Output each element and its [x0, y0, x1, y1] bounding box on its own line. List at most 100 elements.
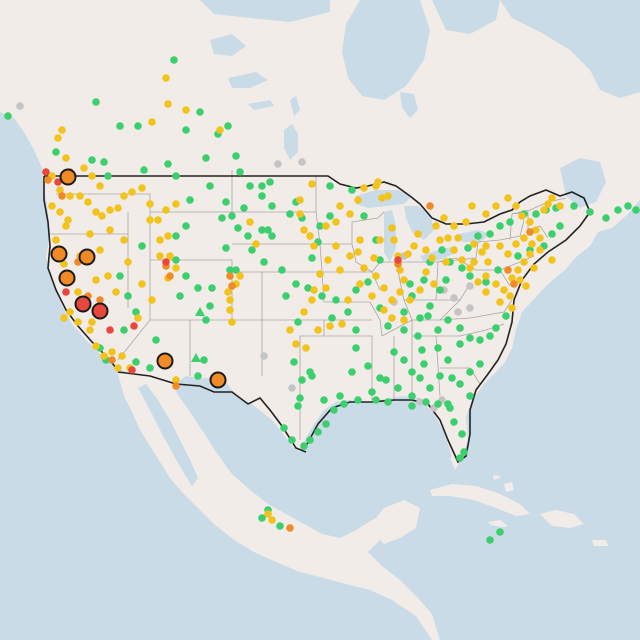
monitor-marker-moderate[interactable] — [388, 314, 396, 322]
monitor-marker-moderate[interactable] — [60, 260, 68, 268]
monitor-marker-moderate[interactable] — [156, 252, 164, 260]
monitor-marker-moderate[interactable] — [134, 314, 142, 322]
monitor-marker-moderate[interactable] — [66, 192, 74, 200]
monitor-marker-good[interactable] — [352, 326, 360, 334]
monitor-marker-good[interactable] — [222, 244, 230, 252]
monitor-marker-moderate[interactable] — [484, 258, 492, 266]
monitor-marker-good[interactable] — [496, 222, 504, 230]
monitor-marker-good[interactable] — [152, 336, 160, 344]
monitor-marker-moderate[interactable] — [96, 246, 104, 254]
monitor-marker-good[interactable] — [548, 230, 556, 238]
monitor-marker-good[interactable] — [132, 358, 140, 366]
monitor-marker-moderate[interactable] — [120, 236, 128, 244]
monitor-marker-good[interactable] — [236, 168, 244, 176]
monitor-marker-good[interactable] — [532, 210, 540, 218]
monitor-marker-moderate[interactable] — [458, 256, 466, 264]
monitor-marker-moderate[interactable] — [508, 304, 516, 312]
monitor-marker-moderate[interactable] — [492, 280, 500, 288]
monitor-marker-moderate[interactable] — [314, 326, 322, 334]
monitor-marker-good[interactable] — [266, 178, 274, 186]
monitor-marker-moderate[interactable] — [296, 210, 304, 218]
monitor-marker-good[interactable] — [182, 272, 190, 280]
monitor-marker-good[interactable] — [246, 182, 254, 190]
monitor-marker-moderate[interactable] — [354, 196, 362, 204]
monitor-marker-moderate[interactable] — [416, 286, 424, 294]
monitor-marker-good[interactable] — [414, 332, 422, 340]
monitor-marker-usg[interactable] — [504, 266, 512, 274]
monitor-marker-good[interactable] — [172, 232, 180, 240]
monitor-marker-good[interactable] — [228, 212, 236, 220]
monitor-marker-good[interactable] — [124, 292, 132, 300]
monitor-triangle-marker-good[interactable] — [191, 353, 201, 362]
monitor-marker-good[interactable] — [314, 428, 322, 436]
air-quality-markers[interactable] — [4, 56, 640, 544]
monitor-marker-moderate[interactable] — [508, 274, 516, 282]
monitor-marker-moderate[interactable] — [138, 280, 146, 288]
monitor-marker-good[interactable] — [240, 204, 248, 212]
monitor-marker-moderate[interactable] — [388, 296, 396, 304]
monitor-marker-good[interactable] — [384, 398, 392, 406]
monitor-marker-good[interactable] — [296, 394, 304, 402]
monitor-marker-good[interactable] — [372, 396, 380, 404]
monitor-marker-moderate[interactable] — [300, 226, 308, 234]
monitor-marker-moderate[interactable] — [410, 242, 418, 250]
monitor-marker-moderate[interactable] — [482, 288, 490, 296]
monitor-marker-good[interactable] — [352, 344, 360, 352]
monitor-marker-moderate[interactable] — [454, 234, 462, 242]
monitor-marker-good[interactable] — [424, 312, 432, 320]
monitor-marker-good[interactable] — [340, 400, 348, 408]
monitor-marker-good[interactable] — [444, 316, 452, 324]
monitor-marker-good[interactable] — [458, 264, 466, 272]
monitor-marker-usg[interactable] — [108, 356, 116, 364]
monitor-marker-good[interactable] — [426, 384, 434, 392]
monitor-marker-good[interactable] — [420, 360, 428, 368]
monitor-marker-good[interactable] — [456, 324, 464, 332]
monitor-marker-good[interactable] — [456, 454, 464, 462]
monitor-marker-moderate[interactable] — [360, 264, 368, 272]
monitor-marker-good[interactable] — [304, 284, 312, 292]
monitor-marker-moderate[interactable] — [96, 182, 104, 190]
monitor-marker-good[interactable] — [172, 256, 180, 264]
monitor-marker-moderate[interactable] — [548, 194, 556, 202]
monitor-marker-good[interactable] — [328, 314, 336, 322]
monitor-marker-good[interactable] — [140, 166, 148, 174]
monitor-marker-moderate[interactable] — [356, 280, 364, 288]
monitor-marker-moderate[interactable] — [228, 318, 236, 326]
monitor-marker-good[interactable] — [280, 424, 288, 432]
monitor-marker-moderate[interactable] — [76, 192, 84, 200]
monitor-marker-good[interactable] — [4, 112, 12, 120]
monitor-marker-moderate[interactable] — [466, 264, 474, 272]
monitor-marker-good[interactable] — [308, 372, 316, 380]
monitor-marker-moderate[interactable] — [428, 254, 436, 262]
monitor-marker-good[interactable] — [466, 392, 474, 400]
monitor-marker-good[interactable] — [368, 388, 376, 396]
monitor-marker-moderate[interactable] — [388, 224, 396, 232]
monitor-marker-moderate[interactable] — [148, 296, 156, 304]
monitor-marker-good[interactable] — [436, 372, 444, 380]
monitor-marker-moderate[interactable] — [246, 218, 254, 226]
monitor-marker-usg[interactable] — [166, 272, 174, 280]
monitor-marker-moderate[interactable] — [322, 222, 330, 230]
monitor-marker-no_data[interactable] — [260, 352, 268, 360]
monitor-marker-moderate[interactable] — [236, 272, 244, 280]
monitor-marker-good[interactable] — [234, 224, 242, 232]
monitor-marker-moderate[interactable] — [344, 296, 352, 304]
monitor-marker-good[interactable] — [196, 108, 204, 116]
monitor-marker-good[interactable] — [376, 256, 384, 264]
monitor-marker-good[interactable] — [306, 436, 314, 444]
monitor-marker-moderate[interactable] — [104, 272, 112, 280]
monitor-marker-moderate[interactable] — [556, 202, 564, 210]
monitor-marker-moderate[interactable] — [106, 206, 114, 214]
monitor-marker-moderate[interactable] — [360, 184, 368, 192]
monitor-marker-usg[interactable] — [510, 280, 518, 288]
monitor-marker-unhealthy[interactable] — [394, 256, 402, 264]
monitor-marker-moderate[interactable] — [506, 292, 514, 300]
monitor-marker-moderate[interactable] — [368, 292, 376, 300]
monitor-marker-moderate[interactable] — [400, 316, 408, 324]
monitor-marker-good[interactable] — [146, 364, 154, 372]
monitor-marker-no_data[interactable] — [416, 398, 424, 406]
monitor-marker-moderate[interactable] — [336, 266, 344, 274]
monitor-marker-good[interactable] — [446, 404, 454, 412]
monitor-marker-usg[interactable] — [286, 524, 294, 532]
